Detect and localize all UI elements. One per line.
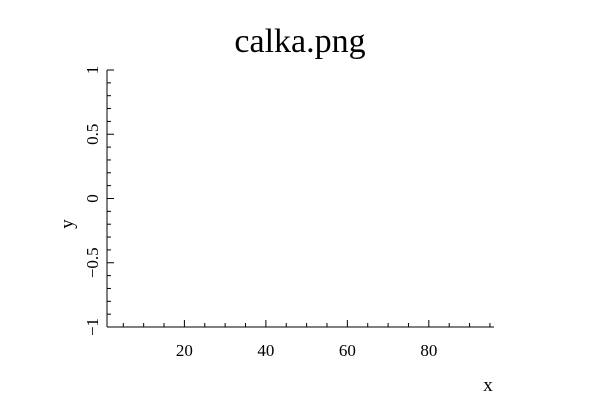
x-ticks (122, 320, 491, 327)
y-tick-label: 1 (83, 66, 102, 75)
chart-title: calka.png (234, 23, 365, 60)
x-tick-label: 60 (339, 341, 356, 360)
y-ticks (107, 69, 114, 328)
y-tick-label: −1 (83, 318, 102, 336)
y-axis-label: y (57, 219, 78, 229)
y-tick-label: −0.5 (83, 247, 102, 278)
x-tick-label: 20 (176, 341, 193, 360)
x-axis-label: x (483, 375, 493, 396)
y-tick-labels: −1 −0.5 0 0.5 1 (83, 66, 102, 336)
x-tick-label: 40 (257, 341, 274, 360)
x-tick-labels: 20 40 60 80 (176, 341, 437, 360)
y-tick-label: 0 (83, 194, 102, 203)
y-tick-label: 0.5 (83, 124, 102, 145)
x-tick-label: 80 (420, 341, 437, 360)
